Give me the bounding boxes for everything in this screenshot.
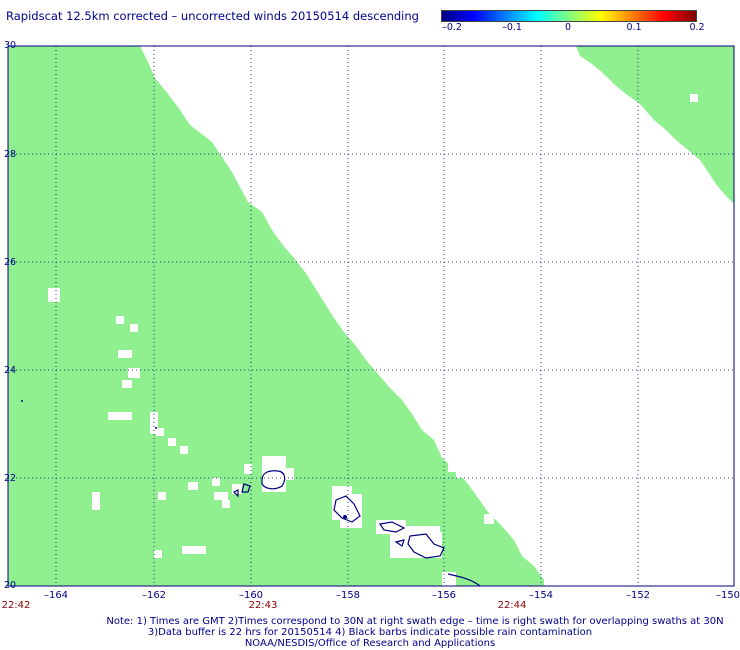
- time-label: 22:42: [1, 600, 31, 611]
- colorbar-label: –0.1: [502, 22, 522, 33]
- map-frame: [7, 45, 735, 587]
- x-tick: –152: [625, 590, 651, 601]
- y-tick: 28: [4, 149, 17, 160]
- swath-left: [8, 46, 544, 586]
- x-tick: –160: [238, 590, 264, 601]
- y-tick: 20: [4, 580, 17, 591]
- colorbar-label: 0: [564, 22, 572, 33]
- colorbar-label: 0.2: [689, 22, 705, 33]
- y-tick: 30: [4, 40, 17, 51]
- colorbar-label: 0.1: [626, 22, 642, 33]
- y-tick: 22: [4, 473, 17, 484]
- y-tick: 26: [4, 257, 17, 268]
- swath-right: [576, 46, 734, 204]
- x-tick: –156: [431, 590, 457, 601]
- colorbar-label: –0.2: [442, 22, 462, 33]
- footnote-line-3: NOAA/NESDIS/Office of Research and Appli…: [244, 638, 496, 649]
- coastlines: [232, 470, 481, 587]
- x-tick: –158: [335, 590, 361, 601]
- buoy-marker: [343, 515, 347, 519]
- buoy-marker: [155, 427, 157, 429]
- time-label: 22:43: [248, 600, 278, 611]
- footnote-line-2: 3)Data buffer is 22 hrs for 20150514 4) …: [147, 627, 593, 638]
- x-tick: –162: [141, 590, 167, 601]
- buoy-marker: [21, 400, 23, 402]
- time-label: 22:44: [497, 600, 527, 611]
- x-tick: –154: [528, 590, 554, 601]
- grid: [8, 46, 734, 586]
- footnote-line-1: Note: 1) Times are GMT 2)Times correspon…: [106, 616, 724, 627]
- colorbar: [441, 10, 697, 22]
- x-tick: –164: [43, 590, 69, 601]
- x-tick: –150: [715, 590, 740, 601]
- y-tick: 24: [4, 365, 17, 376]
- map-title: Rapidscat 12.5km corrected – uncorrected…: [6, 9, 419, 23]
